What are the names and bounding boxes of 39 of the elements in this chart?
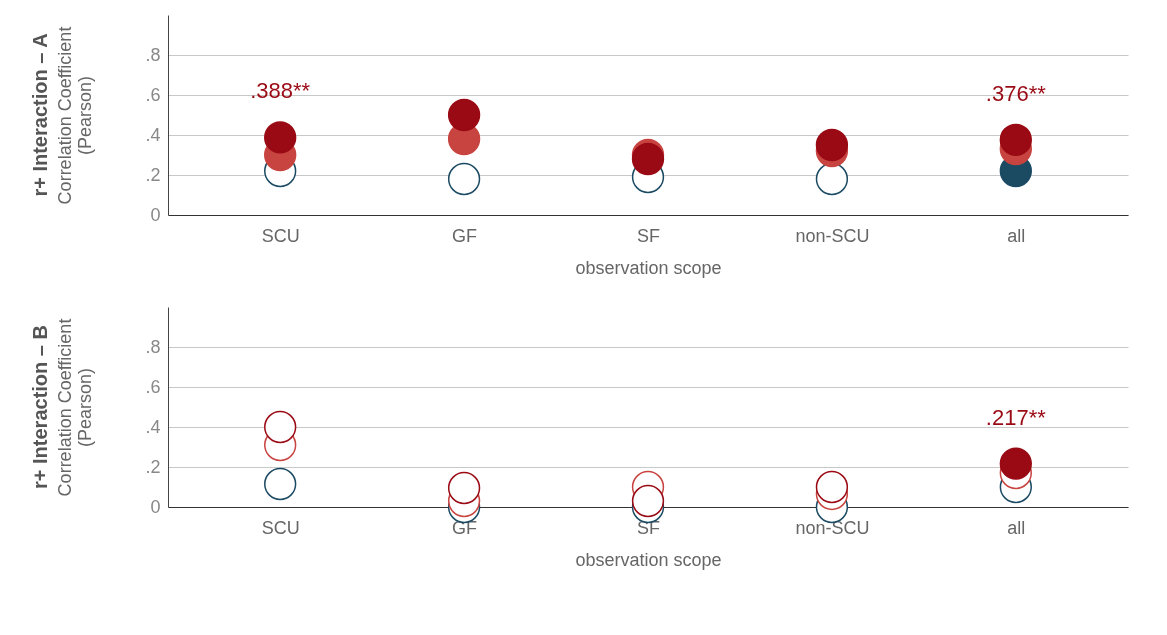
data-label: .217** — [985, 404, 1047, 430]
point — [447, 98, 481, 132]
data-label: .376** — [985, 80, 1047, 106]
y-tick-label: .4 — [145, 416, 161, 437]
y-tick-label: .2 — [145, 456, 161, 477]
x-axis-title: observation scope — [575, 549, 722, 570]
x-tick-label: all — [1007, 517, 1026, 538]
point — [999, 447, 1032, 480]
point — [631, 484, 665, 518]
x-tick-label: non-SCU — [795, 517, 870, 538]
x-tick-label: SCU — [261, 225, 300, 246]
data-label: .388** — [250, 78, 311, 104]
point — [264, 410, 297, 444]
y-tick-label: 0 — [150, 204, 161, 225]
text: r+ Interaction – B — [28, 325, 51, 489]
point — [815, 128, 849, 162]
x-tick-label: SF — [636, 225, 661, 246]
x-tick-label: all — [1007, 225, 1026, 246]
point — [264, 121, 297, 154]
point — [447, 471, 481, 505]
text: r+ Interaction – A — [28, 33, 51, 197]
x-tick-label: SCU — [261, 517, 300, 538]
point — [999, 123, 1032, 156]
y-tick-label: .2 — [145, 164, 161, 185]
point — [815, 162, 849, 196]
y-axis-title: Correlation Coefficient (Pearson) — [55, 318, 96, 497]
x-tick-label: GF — [452, 225, 478, 246]
point — [447, 162, 481, 196]
y-tick-label: .8 — [145, 44, 161, 65]
point — [815, 470, 849, 504]
y-tick-label: .6 — [145, 84, 161, 105]
y-tick-label: .4 — [145, 124, 161, 145]
y-axis-title: Correlation Coefficient (Pearson) — [55, 26, 96, 205]
point — [264, 467, 297, 501]
y-tick-label: .6 — [145, 376, 161, 397]
x-tick-label: non-SCU — [795, 225, 870, 246]
x-axis-title: observation scope — [575, 257, 722, 278]
y-tick-label: 0 — [150, 496, 161, 517]
y-tick-label: .8 — [145, 336, 161, 357]
